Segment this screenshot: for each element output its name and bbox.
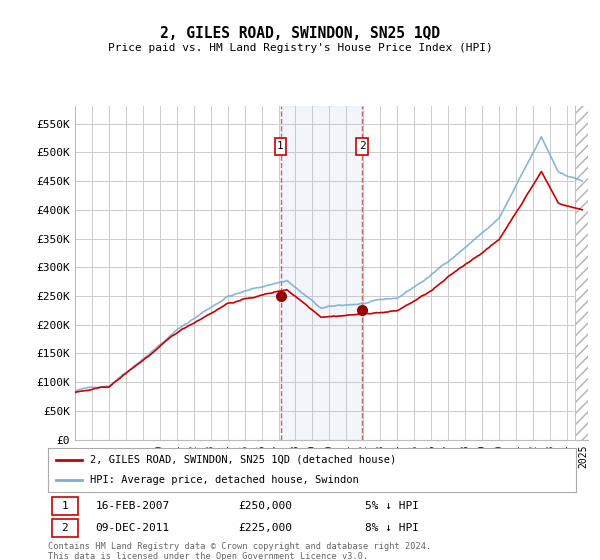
Text: £225,000: £225,000 xyxy=(238,523,292,533)
Text: 1: 1 xyxy=(277,141,284,151)
FancyBboxPatch shape xyxy=(275,138,286,155)
Bar xyxy=(575,106,596,440)
Text: 5% ↓ HPI: 5% ↓ HPI xyxy=(365,501,419,511)
Text: Price paid vs. HM Land Registry's House Price Index (HPI): Price paid vs. HM Land Registry's House … xyxy=(107,43,493,53)
Text: 16-FEB-2007: 16-FEB-2007 xyxy=(95,501,170,511)
Text: HPI: Average price, detached house, Swindon: HPI: Average price, detached house, Swin… xyxy=(90,475,359,485)
FancyBboxPatch shape xyxy=(52,519,77,536)
Text: Contains HM Land Registry data © Crown copyright and database right 2024.
This d: Contains HM Land Registry data © Crown c… xyxy=(48,542,431,560)
Text: 2: 2 xyxy=(359,141,365,151)
Text: 1: 1 xyxy=(62,501,68,511)
Text: 2, GILES ROAD, SWINDON, SN25 1QD (detached house): 2, GILES ROAD, SWINDON, SN25 1QD (detach… xyxy=(90,455,397,465)
Text: 8% ↓ HPI: 8% ↓ HPI xyxy=(365,523,419,533)
Text: £250,000: £250,000 xyxy=(238,501,292,511)
Text: 2, GILES ROAD, SWINDON, SN25 1QD: 2, GILES ROAD, SWINDON, SN25 1QD xyxy=(160,26,440,41)
Text: 2: 2 xyxy=(62,523,68,533)
Bar xyxy=(281,106,362,440)
Bar xyxy=(575,95,600,440)
Text: 09-DEC-2011: 09-DEC-2011 xyxy=(95,523,170,533)
FancyBboxPatch shape xyxy=(52,497,77,515)
Bar xyxy=(575,95,600,440)
Bar xyxy=(575,106,596,440)
FancyBboxPatch shape xyxy=(356,138,368,155)
